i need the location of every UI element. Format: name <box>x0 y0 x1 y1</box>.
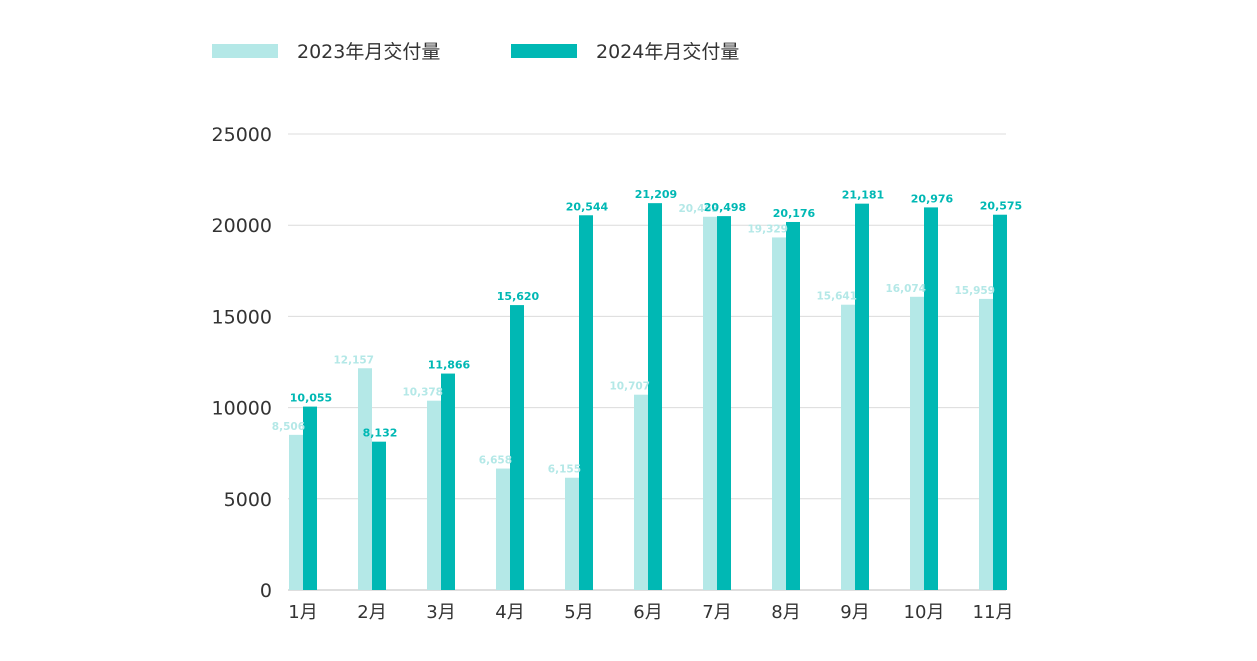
y-axis: 0 5000 10000 15000 20000 25000 <box>212 124 272 602</box>
bar-2023 <box>772 237 786 591</box>
y-tick-label: 10000 <box>212 398 272 420</box>
bar-2024 <box>855 203 869 590</box>
bar-2023 <box>565 477 579 590</box>
bar-2023 <box>427 400 441 590</box>
x-tick-label: 4月 <box>495 602 524 623</box>
bar-2023 <box>910 296 924 590</box>
bar-2023 <box>358 368 372 590</box>
bar-2023 <box>289 434 303 590</box>
data-labels: 8,506 10,055 12,157 8,132 10,378 11,866 6,658 1… <box>272 188 1022 476</box>
data-label-2024: 20,176 <box>773 207 816 220</box>
data-label-2023: 15,959 <box>954 285 995 297</box>
data-label-2024: 20,544 <box>566 200 609 213</box>
y-tick-label: 5000 <box>224 489 272 511</box>
legend-swatch-2024 <box>511 44 577 58</box>
bar-2024 <box>510 305 524 590</box>
bar-2023 <box>841 304 855 590</box>
bar-2024 <box>924 207 938 590</box>
data-label-2023: 10,378 <box>402 387 443 399</box>
bar-2024 <box>579 215 593 590</box>
bar-2024 <box>441 373 455 590</box>
y-tick-label: 0 <box>260 580 272 602</box>
y-tick-label: 20000 <box>212 215 272 237</box>
data-label-2024: 11,866 <box>428 359 471 372</box>
legend-swatch-2023 <box>212 44 278 58</box>
data-label-2024: 20,976 <box>911 192 954 205</box>
data-label-2023: 8,506 <box>272 421 305 433</box>
y-tick-label: 15000 <box>212 306 272 328</box>
legend-label-2024: 2024年月交付量 <box>596 41 739 63</box>
data-label-2023: 16,074 <box>885 283 926 295</box>
bar-2024 <box>993 214 1007 590</box>
x-tick-label: 3月 <box>426 602 455 623</box>
x-tick-label: 5月 <box>564 602 593 623</box>
bar-2023 <box>634 394 648 590</box>
data-label-2024: 20,575 <box>980 200 1022 213</box>
bar-2024 <box>717 216 731 590</box>
bar-2024 <box>303 406 317 590</box>
data-label-2023: 10,707 <box>609 381 650 393</box>
x-tick-label: 9月 <box>840 602 869 623</box>
x-axis: 1月 2月 3月 4月 5月 6月 7月 8月 9月 10月 11月 <box>288 602 1013 623</box>
bar-2024 <box>372 441 386 590</box>
x-tick-label: 2月 <box>357 602 386 623</box>
bar-2023 <box>496 468 510 590</box>
data-label-2023: 15,641 <box>816 291 857 303</box>
legend: 2023年月交付量 2024年月交付量 <box>212 41 739 63</box>
x-tick-label: 1月 <box>288 602 317 623</box>
x-tick-label: 6月 <box>633 602 662 623</box>
data-label-2023: 20,463 <box>678 203 719 215</box>
legend-label-2023: 2023年月交付量 <box>297 41 440 63</box>
x-tick-label: 7月 <box>702 602 731 623</box>
bar-2024 <box>648 203 662 591</box>
data-label-2023: 12,157 <box>333 354 374 366</box>
data-label-2024: 15,620 <box>497 290 540 303</box>
bar-2023 <box>979 298 993 590</box>
y-tick-label: 25000 <box>212 124 272 146</box>
x-tick-label: 11月 <box>973 602 1014 623</box>
bars <box>289 203 1007 591</box>
data-label-2024: 8,132 <box>363 427 398 440</box>
data-label-2023: 6,658 <box>479 455 512 467</box>
x-tick-label: 10月 <box>904 602 945 623</box>
data-label-2023: 19,329 <box>747 223 788 235</box>
data-label-2024: 21,181 <box>842 189 884 202</box>
data-label-2024: 10,055 <box>290 392 332 405</box>
x-tick-label: 8月 <box>771 602 800 623</box>
bar-2024 <box>786 221 800 591</box>
data-label-2024: 21,209 <box>635 188 677 201</box>
data-label-2023: 6,155 <box>548 464 581 476</box>
bar-2023 <box>703 216 717 590</box>
data-label-2024: 20,498 <box>704 201 746 214</box>
